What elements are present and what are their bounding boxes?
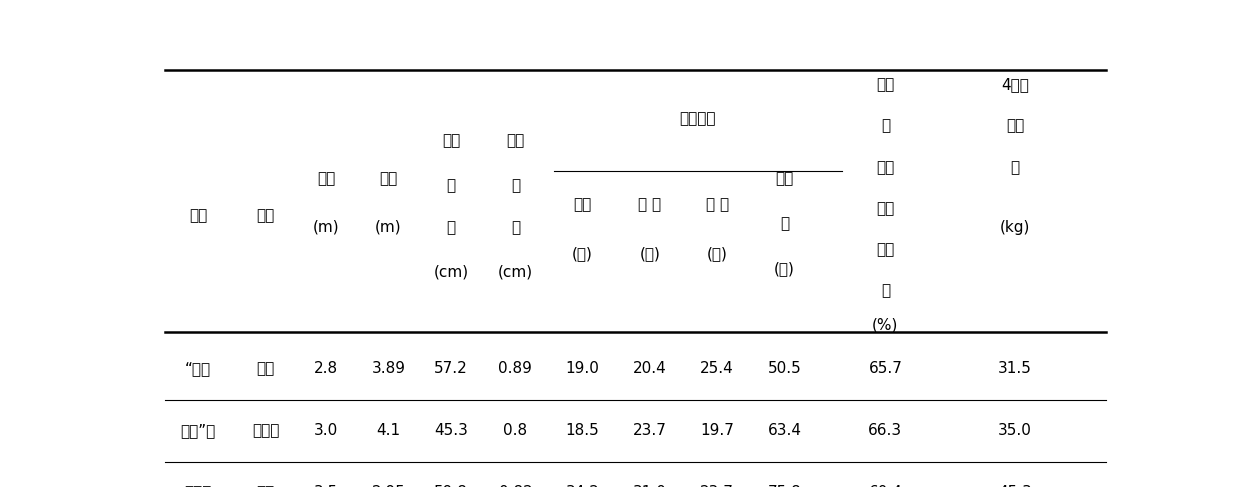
Text: 树株: 树株 [1006,118,1024,133]
Text: (kg): (kg) [999,220,1030,235]
Text: 23.7: 23.7 [701,485,734,487]
Text: 度: 度 [511,220,520,235]
Text: (%): (%) [872,317,899,332]
Text: 新梢: 新梢 [506,133,525,149]
Text: 57.2: 57.2 [434,361,467,376]
Text: 3.89: 3.89 [372,361,405,376]
Text: 2.8: 2.8 [314,361,339,376]
Text: 长枝: 长枝 [574,197,591,212]
Text: 3.0: 3.0 [314,423,339,438]
Text: 树形: 树形 [190,208,207,224]
Text: 次郎: 次郎 [257,485,274,487]
Text: 枝占: 枝占 [877,201,894,216]
Text: 品种: 品种 [257,208,274,224]
Text: 50.5: 50.5 [768,361,801,376]
Text: 度: 度 [446,220,455,235]
Text: 66.3: 66.3 [868,423,903,438]
Text: 0.8: 0.8 [503,423,527,438]
Text: 45.3: 45.3 [998,485,1032,487]
Text: 冠径: 冠径 [379,171,398,186]
Text: 0.89: 0.89 [498,361,532,376]
Text: 34.2: 34.2 [565,485,600,487]
Text: 59.8: 59.8 [434,485,467,487]
Text: 20.4: 20.4 [634,361,667,376]
Text: 19.0: 19.0 [565,361,600,376]
Text: 75.8: 75.8 [768,485,801,487]
Text: (cm): (cm) [434,264,469,280]
Text: 25.4: 25.4 [701,361,734,376]
Text: 长: 长 [446,178,455,193]
Text: “两枝: “两枝 [185,361,211,376]
Text: 叶丛: 叶丛 [775,171,794,186]
Text: (m): (m) [312,220,340,235]
Text: 短 枝: 短 枝 [706,197,729,212]
Text: 2.95: 2.95 [372,485,405,487]
Text: 和: 和 [880,118,890,133]
Text: 量: 量 [880,283,890,299]
Text: (个): (个) [572,246,593,261]
Text: 疏散分: 疏散分 [185,485,212,487]
Text: 新梢: 新梢 [441,133,460,149]
Text: 65.7: 65.7 [868,361,903,376]
Text: (个): (个) [774,261,795,276]
Text: 3.5: 3.5 [314,485,339,487]
Text: 短枝: 短枝 [877,77,894,92]
Text: (m): (m) [376,220,402,235]
Text: 23.7: 23.7 [632,423,667,438]
Text: 总枝: 总枝 [877,242,894,257]
Text: 31.0: 31.0 [632,485,667,487]
Text: 31.5: 31.5 [998,361,1032,376]
Text: 产: 产 [1011,160,1019,175]
Text: (个): (个) [640,246,661,261]
Text: 枝类组成: 枝类组成 [680,111,717,126]
Text: 树高: 树高 [317,171,335,186]
Text: 中 枝: 中 枝 [639,197,661,212]
Text: 禅寺丸: 禅寺丸 [252,423,279,438]
Text: 63.4: 63.4 [768,423,801,438]
Text: 19.7: 19.7 [701,423,734,438]
Text: 粗: 粗 [511,178,520,193]
Text: (cm): (cm) [497,264,533,280]
Text: (个): (个) [707,246,728,261]
Text: 一心”形: 一心”形 [181,423,216,438]
Text: 次郎: 次郎 [257,361,274,376]
Text: 4.1: 4.1 [377,423,401,438]
Text: 0.82: 0.82 [498,485,532,487]
Text: 45.3: 45.3 [434,423,467,438]
Text: 18.5: 18.5 [565,423,599,438]
Text: 35.0: 35.0 [998,423,1032,438]
Text: 叶丛: 叶丛 [877,160,894,175]
Text: 4年生: 4年生 [1001,77,1029,92]
Text: 60.4: 60.4 [868,485,903,487]
Text: 枝: 枝 [780,216,789,231]
